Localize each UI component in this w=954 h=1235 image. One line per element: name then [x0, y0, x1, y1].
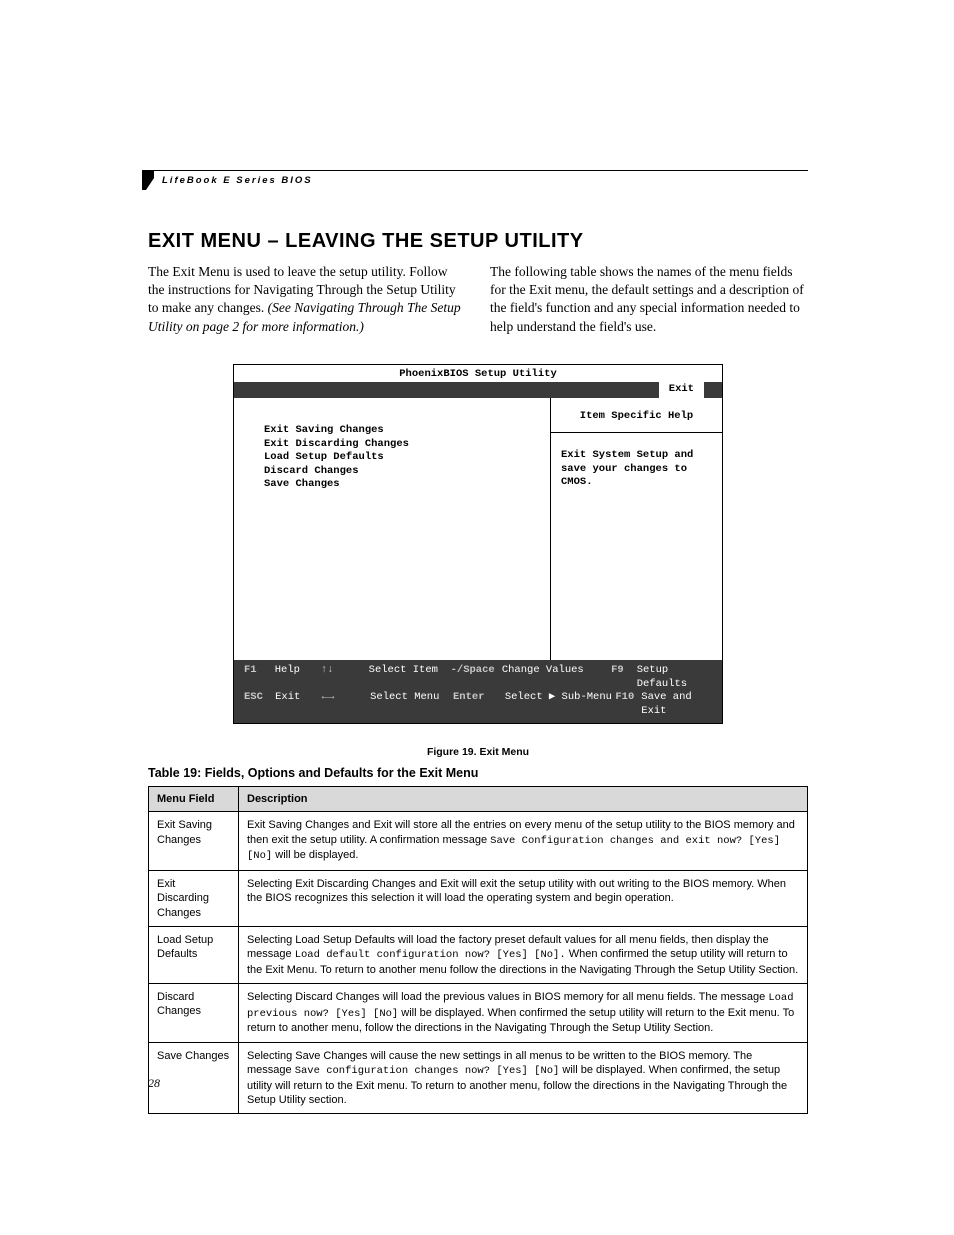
bios-menu-item: Discard Changes: [264, 465, 532, 479]
bios-tab-exit: Exit: [659, 382, 704, 398]
intro-left: The Exit Menu is used to leave the setup…: [148, 263, 466, 336]
table-cell-description: Selecting Load Setup Defaults will load …: [239, 926, 808, 983]
bios-footer-row: F1 Help ↑↓ Select Item -/Space Change Va…: [244, 664, 712, 691]
table-cell-menu-field: Exit Saving Changes: [149, 812, 239, 871]
table-caption: Table 19: Fields, Options and Defaults f…: [148, 766, 808, 780]
table-cell-description: Selecting Discard Changes will load the …: [239, 984, 808, 1043]
bios-key: Enter: [453, 691, 505, 718]
bios-key-label: Help: [275, 664, 321, 691]
table-row: Discard Changes Selecting Discard Changes…: [149, 984, 808, 1043]
bios-help-title: Item Specific Help: [551, 398, 722, 433]
desc-text: Selecting Exit Discarding Changes and Ex…: [247, 878, 786, 904]
bios-help-body: Exit System Setup and save your changes …: [551, 433, 722, 506]
bios-key: ESC: [244, 691, 275, 718]
bios-screenshot: PhoenixBIOS Setup Utility Exit Exit Savi…: [233, 364, 723, 725]
bios-key-label: Change Values: [502, 664, 611, 691]
bios-footer: F1 Help ↑↓ Select Item -/Space Change Va…: [234, 660, 722, 724]
table-cell-menu-field: Save Changes: [149, 1042, 239, 1114]
bios-footer-row: ESC Exit ←→ Select Menu Enter Select ▶ S…: [244, 691, 712, 718]
table-header: Description: [239, 787, 808, 812]
desc-text: Selecting Discard Changes will load the …: [247, 991, 768, 1003]
page-title: EXIT MENU – LEAVING THE SETUP UTILITY: [148, 230, 808, 253]
table-row: Exit Saving ChangesExit Saving Changes a…: [149, 812, 808, 871]
bios-key: -/Space: [451, 664, 502, 691]
table-cell-menu-field: Load Setup Defaults: [149, 926, 239, 983]
bios-menu-list: Exit Saving Changes Exit Discarding Chan…: [234, 398, 550, 660]
bios-menu-item: Exit Saving Changes: [264, 424, 532, 438]
bios-tab-bar: Exit: [234, 382, 722, 398]
table-cell-description: Exit Saving Changes and Exit will store …: [239, 812, 808, 871]
page-number: 28: [148, 1076, 160, 1091]
table-cell-description: Selecting Save Changes will cause the ne…: [239, 1042, 808, 1114]
bios-key-label: Select Item: [369, 664, 451, 691]
table-cell-menu-field: Exit Discarding Changes: [149, 871, 239, 927]
header-rule: [148, 170, 808, 171]
bios-menu-item: Load Setup Defaults: [264, 451, 532, 465]
bios-key: ↑↓: [321, 664, 369, 691]
desc-mono-text: Load default configuration now? [Yes] [N…: [295, 949, 566, 961]
table-header: Menu Field: [149, 787, 239, 812]
intro-right: The following table shows the names of t…: [490, 263, 808, 336]
table-cell-menu-field: Discard Changes: [149, 984, 239, 1043]
bios-key: ←→: [322, 691, 370, 718]
table-cell-description: Selecting Exit Discarding Changes and Ex…: [239, 871, 808, 927]
bios-menu-item: Exit Discarding Changes: [264, 438, 532, 452]
bios-key-label: Exit: [275, 691, 322, 718]
figure-caption: Figure 19. Exit Menu: [148, 746, 808, 758]
table-row: Load Setup DefaultsSelecting Load Setup …: [149, 926, 808, 983]
bios-key-label: Select Menu: [370, 691, 453, 718]
desc-mono-text: Save configuration changes now? [Yes] [N…: [295, 1065, 560, 1077]
table-row: Save ChangesSelecting Save Changes will …: [149, 1042, 808, 1114]
bios-help-pane: Item Specific Help Exit System Setup and…: [550, 398, 722, 660]
bios-key-label: Save and Exit: [641, 691, 712, 718]
page-content: LifeBook E Series BIOS EXIT MENU – LEAVI…: [148, 170, 808, 1114]
fields-table: Menu Field Description Exit Saving Chang…: [148, 786, 808, 1114]
bios-key-label: Setup Defaults: [637, 664, 712, 691]
bios-key: F1: [244, 664, 275, 691]
bios-body: Exit Saving Changes Exit Discarding Chan…: [234, 398, 722, 660]
desc-text: will be displayed.: [272, 849, 358, 861]
bios-menu-item: Save Changes: [264, 478, 532, 492]
table-header-row: Menu Field Description: [149, 787, 808, 812]
bios-key-label: Select ▶ Sub-Menu: [505, 691, 616, 718]
table-row: Exit Discarding Changes Selecting Exit Di…: [149, 871, 808, 927]
bios-key: F9: [611, 664, 637, 691]
intro-columns: The Exit Menu is used to leave the setup…: [148, 263, 808, 336]
running-head: LifeBook E Series BIOS: [148, 175, 808, 190]
bios-key: F10: [615, 691, 641, 718]
bios-title: PhoenixBIOS Setup Utility: [234, 365, 722, 382]
